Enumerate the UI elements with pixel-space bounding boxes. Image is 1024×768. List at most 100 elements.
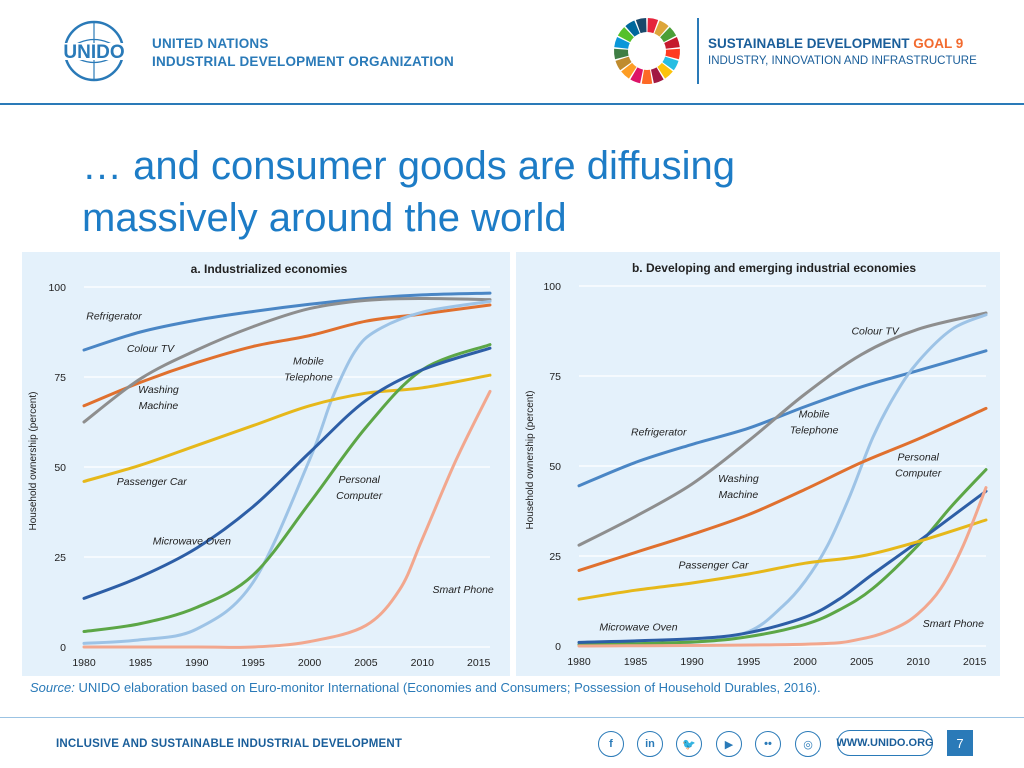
series-annotation-line: Personal — [897, 452, 939, 464]
series-annotation-line: Personal — [338, 474, 380, 486]
series-line-refrigerator — [82, 291, 492, 352]
series-line-personal-computer — [82, 343, 492, 634]
linkedin-icon[interactable]: in — [637, 731, 663, 757]
source-label: Source: — [30, 680, 75, 695]
series-annotation-line: Refrigerator — [86, 310, 142, 322]
y-tick-label: 100 — [543, 281, 561, 293]
series-annotation: Passenger Car — [117, 476, 188, 488]
series-annotation-line: Smart Phone — [432, 584, 493, 596]
x-tick-label: 1990 — [680, 656, 704, 668]
series-line-colour-tv — [82, 303, 492, 408]
sdg-wheel-icon — [614, 18, 680, 84]
sdg-wheel-segment — [621, 62, 637, 79]
series-annotation-line: Mobile — [293, 355, 324, 367]
series-annotation-line: Colour TV — [851, 326, 899, 338]
series-annotation: Washing Machine — [138, 384, 179, 412]
series-line-mobile-telephone — [577, 313, 988, 646]
facebook-icon[interactable]: f — [598, 731, 624, 757]
series-annotation: Microwave Oven — [599, 622, 677, 634]
series-annotation-line: Refrigerator — [631, 426, 687, 438]
series-line-personal-computer — [577, 468, 988, 647]
sdg-wheel-segment — [665, 48, 680, 60]
y-tick-label: 50 — [54, 462, 66, 474]
series-annotation-line: Microwave Oven — [599, 622, 677, 634]
header-divider — [697, 18, 699, 84]
series-annotation-line: Telephone — [284, 371, 333, 383]
series-line-mobile-telephone — [82, 299, 492, 645]
y-tick-label: 100 — [48, 282, 66, 294]
y-axis-label: Household ownership (percent) — [28, 392, 39, 531]
slide-title-line2: massively around the world — [82, 196, 567, 240]
series-line-smart-phone — [577, 486, 988, 648]
org-name-line1: UNITED NATIONS — [152, 36, 269, 51]
slide-title: … and consumer goods are diffusing massi… — [82, 140, 842, 244]
sdg-wheel-segment — [664, 37, 680, 49]
header-rule — [0, 103, 1024, 105]
sdg-wheel-segment — [647, 18, 659, 34]
series-annotation-line: Washing — [138, 384, 179, 396]
twitter-icon[interactable]: 🐦 — [676, 731, 702, 757]
sdg-wheel-segment — [641, 69, 653, 84]
x-tick-label: 1990 — [185, 657, 209, 669]
x-tick-label: 2000 — [298, 657, 322, 669]
x-tick-label: 2005 — [354, 657, 378, 669]
x-tick-label: 2005 — [850, 656, 874, 668]
x-tick-label: 2015 — [963, 656, 987, 668]
chart-panel-developing: b. Developing and emerging industrial ec… — [516, 252, 1000, 676]
series-line-microwave-oven — [577, 489, 988, 644]
series-annotation-line: Mobile — [799, 408, 830, 420]
sdg-wheel-segment — [630, 67, 644, 84]
sdg-wheel-segment — [614, 48, 629, 60]
x-tick-label: 1980 — [567, 656, 591, 668]
series-annotation-line: Computer — [895, 468, 942, 480]
series-annotation: Colour TV — [851, 326, 899, 338]
series-line-refrigerator — [577, 349, 988, 488]
x-tick-label: 1995 — [737, 656, 761, 668]
sdg-wheel-segment — [625, 20, 640, 37]
series-annotation: Microwave Oven — [153, 535, 231, 547]
source-text: UNIDO elaboration based on Euro-monitor … — [78, 680, 821, 695]
sdg-wheel-segment — [614, 37, 630, 49]
y-tick-label: 0 — [555, 641, 561, 653]
flickr-icon[interactable]: •• — [755, 731, 781, 757]
sdg-wheel-segment — [662, 56, 679, 71]
y-tick-label: 50 — [549, 461, 561, 473]
series-annotation-line: Machine — [139, 400, 179, 412]
series-annotation: Smart Phone — [923, 618, 984, 630]
series-annotation: Personal Computer — [336, 474, 383, 502]
y-tick-label: 25 — [54, 552, 66, 564]
chart-title: b. Developing and emerging industrial ec… — [632, 261, 916, 275]
y-axis-label: Household ownership (percent) — [525, 391, 536, 530]
header: UNIDO UNITED NATIONS INDUSTRIAL DEVELOPM… — [0, 0, 1024, 105]
series-annotation-line: Washing — [718, 473, 759, 485]
y-tick-label: 0 — [60, 642, 66, 654]
series-line-washing-machine — [82, 297, 492, 424]
series-annotation: Mobile Telephone — [284, 355, 333, 383]
series-annotation-line: Passenger Car — [678, 560, 749, 572]
y-tick-label: 75 — [549, 371, 561, 383]
instagram-icon[interactable]: ◎ — [795, 731, 821, 757]
sdg-goal: GOAL 9 — [913, 36, 964, 51]
unido-logo[interactable]: UNIDO — [52, 18, 136, 84]
x-tick-label: 2000 — [793, 656, 817, 668]
series-annotation: Colour TV — [127, 343, 175, 355]
sdg-wheel-segment — [617, 27, 634, 43]
page-number: 7 — [947, 730, 973, 756]
series-annotation-line: Telephone — [790, 424, 839, 436]
series-annotation: Washing Machine — [718, 473, 759, 501]
series-annotation: Mobile Telephone — [790, 408, 839, 436]
series-line-smart-phone — [82, 389, 492, 649]
series-line-passenger-car — [577, 518, 988, 601]
x-tick-label: 1995 — [241, 657, 265, 669]
youtube-icon[interactable]: ▶ — [716, 731, 742, 757]
x-tick-label: 2015 — [467, 657, 491, 669]
x-tick-label: 2010 — [906, 656, 930, 668]
series-annotation-line: Smart Phone — [923, 618, 984, 630]
unido-logo-text: UNIDO — [63, 42, 124, 63]
source-note: Source: UNIDO elaboration based on Euro-… — [30, 680, 821, 695]
series-annotation: Smart Phone — [432, 584, 493, 596]
website-link[interactable]: WWW.UNIDO.ORG — [836, 730, 934, 756]
x-tick-label: 1980 — [72, 657, 96, 669]
series-annotation-line: Microwave Oven — [153, 535, 231, 547]
x-tick-label: 2010 — [411, 657, 435, 669]
